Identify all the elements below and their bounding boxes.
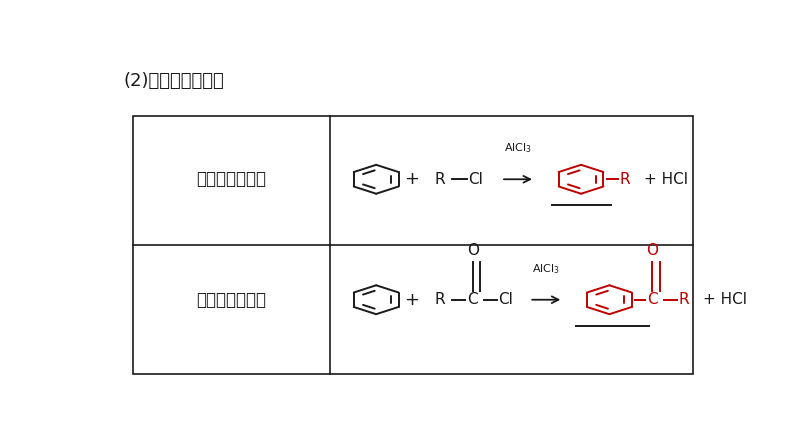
Text: (2)苯环上引入碳链: (2)苯环上引入碳链 — [124, 72, 225, 90]
Text: C: C — [468, 292, 478, 307]
Text: O: O — [646, 244, 658, 258]
Text: 芳香烃的烷基化: 芳香烃的烷基化 — [197, 170, 267, 188]
Text: +: + — [403, 170, 418, 188]
Text: +: + — [403, 291, 418, 309]
Text: + HCl: + HCl — [703, 292, 747, 307]
Text: AlCl$_3$: AlCl$_3$ — [504, 141, 532, 155]
Text: R: R — [434, 292, 445, 307]
Bar — [133, 116, 693, 374]
Text: O: O — [467, 244, 479, 258]
Text: R: R — [619, 172, 630, 187]
Text: AlCl$_3$: AlCl$_3$ — [532, 262, 561, 276]
Text: + HCl: + HCl — [644, 172, 688, 187]
Text: R: R — [434, 172, 445, 187]
Text: C: C — [647, 292, 657, 307]
Text: 芳香烃的酰基化: 芳香烃的酰基化 — [197, 291, 267, 309]
Text: Cl: Cl — [468, 172, 484, 187]
Text: R: R — [679, 292, 689, 307]
Text: Cl: Cl — [499, 292, 514, 307]
